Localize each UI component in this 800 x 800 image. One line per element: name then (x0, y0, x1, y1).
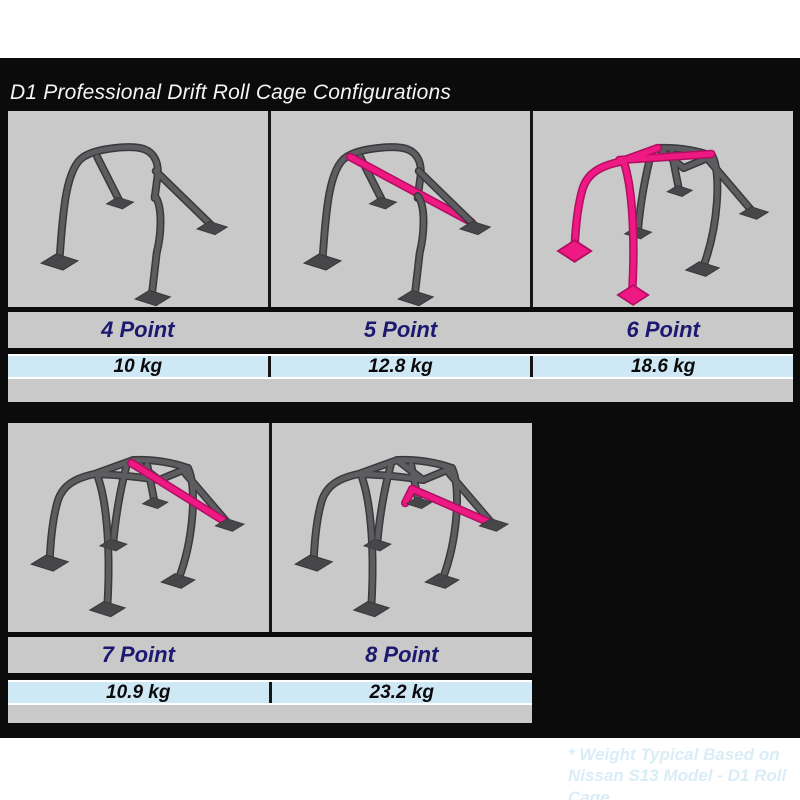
bottom-configuration-table: 7 Point 8 Point 10.9 kg 23.2 kg (8, 423, 532, 723)
roll-cage-7-point-diagram (30, 423, 245, 618)
cell-weight-6-point: 18.6 kg (530, 356, 793, 377)
footnote-line-1: * Weight Typical Based on (568, 745, 780, 764)
roll-cage-4-point-diagram (40, 111, 228, 307)
bottom-label-row: 7 Point 8 Point (8, 637, 532, 673)
top-weight-row: 10 kg 12.8 kg 18.6 kg (8, 354, 793, 379)
roll-cage-8-point-diagram (294, 423, 508, 618)
cell-label-5-point: 5 Point (268, 312, 531, 348)
config-label-4-point: 4 Point (101, 317, 175, 342)
weight-value-7-point: 10.9 kg (106, 682, 171, 703)
config-label-7-point: 7 Point (101, 642, 175, 667)
cell-6-point-diagram (530, 111, 793, 307)
bottom-weight-row: 10.9 kg 23.2 kg (8, 680, 532, 705)
weight-value-8-point: 23.2 kg (369, 682, 434, 703)
config-label-8-point: 8 Point (365, 642, 439, 667)
config-label-6-point: 6 Point (626, 317, 700, 342)
top-diagram-row (8, 111, 793, 307)
top-footer-strip (8, 379, 793, 402)
cell-label-6-point: 6 Point (530, 312, 793, 348)
cell-weight-4-point: 10 kg (8, 356, 268, 377)
config-label-5-point: 5 Point (363, 317, 438, 342)
cell-label-8-point: 8 Point (269, 637, 533, 673)
top-label-row: 4 Point 5 Point 6 Point (8, 312, 793, 348)
bottom-footer-strip (8, 705, 532, 723)
cell-7-point-diagram (8, 423, 269, 632)
cell-weight-5-point: 12.8 kg (267, 356, 531, 377)
black-canvas: D1 Professional Drift Roll Cage Configur… (0, 58, 800, 800)
cell-4-point-diagram (8, 111, 268, 307)
weight-footnote: * Weight Typical Based on Nissan S13 Mod… (568, 744, 800, 800)
top-configuration-table: 4 Point 5 Point 6 Point 10 kg 12.8 kg 18… (8, 111, 793, 402)
cell-5-point-diagram (267, 111, 531, 307)
weight-value-6-point: 18.6 kg (630, 356, 696, 377)
weight-value-5-point: 12.8 kg (368, 356, 433, 377)
weight-value-4-point: 10 kg (113, 356, 163, 377)
bottom-diagram-row (8, 423, 532, 632)
cell-label-4-point: 4 Point (8, 312, 268, 348)
page-title: D1 Professional Drift Roll Cage Configur… (10, 81, 452, 104)
roll-cage-5-point-diagram (303, 111, 491, 307)
cell-weight-8-point: 23.2 kg (268, 682, 533, 703)
cell-label-7-point: 7 Point (8, 637, 269, 673)
cell-8-point-diagram (268, 423, 533, 632)
cell-weight-7-point: 10.9 kg (8, 682, 269, 703)
roll-cage-6-point-diagram (557, 111, 770, 306)
footnote-line-2: Nissan S13 Model - D1 Roll Cage (568, 766, 787, 800)
